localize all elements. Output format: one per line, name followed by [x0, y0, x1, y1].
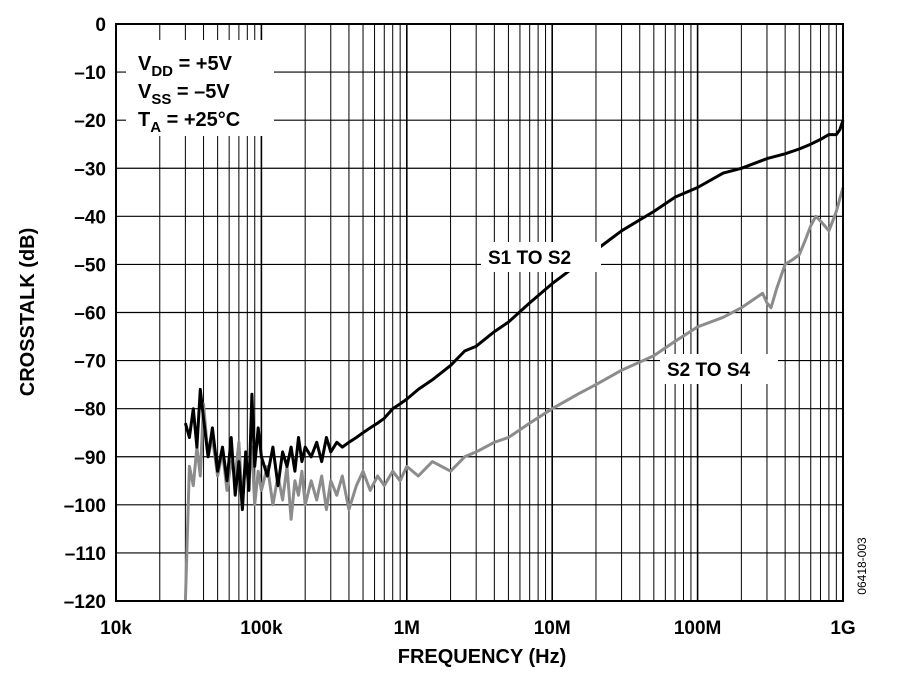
x-tick-labels: 10k 100k 1M 10M 100M 1G [100, 618, 856, 639]
x-tick-label: 10M [534, 618, 571, 639]
y-tick-label: –100 [64, 496, 106, 517]
y-tick-label: –120 [64, 592, 106, 613]
x-tick-label: 1G [830, 618, 855, 639]
y-tick-label: –20 [74, 111, 106, 132]
x-tick-label: 100M [674, 618, 722, 639]
series-label-s1-s2-background [481, 242, 601, 272]
x-tick-label: 1M [394, 618, 420, 639]
y-tick-label: –90 [74, 448, 106, 469]
y-tick-label: 0 [95, 15, 106, 36]
y-tick-label: –40 [74, 207, 106, 228]
y-axis-title: CROSSTALK (dB) [17, 228, 39, 397]
conditions-background [126, 40, 274, 136]
y-tick-label: –80 [74, 400, 106, 421]
y-tick-label: –30 [74, 159, 106, 180]
series-layer [183, 119, 845, 602]
condition-vss: VSS = –5V [138, 81, 230, 108]
x-axis-title: FREQUENCY (Hz) [398, 646, 567, 668]
series-label-s1-s2: S1 TO S2 [481, 242, 601, 272]
plot-frame [115, 23, 844, 602]
y-tick-label: –60 [74, 304, 106, 325]
y-tick-label: –70 [74, 352, 106, 373]
series-label-s1-s2-text: S1 TO S2 [488, 248, 571, 269]
x-tick-label: 100k [240, 618, 283, 639]
series-line-s1-to-s2 [183, 119, 845, 512]
series-label-s2-s4-background [660, 354, 778, 384]
conditions-box: VDD = +5V VSS = –5V TA = +25°C [126, 40, 274, 136]
figure-id: 06418-003 [855, 537, 869, 595]
condition-ta: TA = +25°C [138, 109, 240, 136]
x-tick-label: 10k [100, 618, 132, 639]
y-tick-label: –110 [65, 544, 106, 565]
series-label-s2-s4: S2 TO S4 [660, 354, 778, 384]
y-tick-label: –10 [74, 63, 106, 84]
series-label-s2-s4-text: S2 TO S4 [667, 360, 751, 381]
condition-vdd: VDD = +5V [138, 53, 233, 80]
y-tick-label: –50 [74, 255, 106, 276]
y-tick-labels: 0 –10 –20 –30 –40 –50 –60 –70 –80 –90 –100 –110 –120 [64, 15, 106, 613]
